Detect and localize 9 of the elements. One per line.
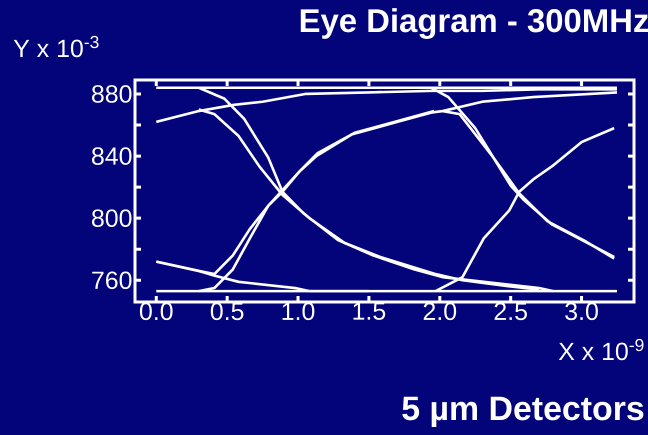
chart-title: Eye Diagram - 300MHz xyxy=(300,8,648,39)
x-axis-title: X x 10$^{-9}$ xyxy=(558,338,644,360)
y-tick-label: 760 xyxy=(92,271,132,290)
y-tick-label: 880 xyxy=(92,85,132,103)
y-tick-label: 840 xyxy=(92,147,132,165)
y-tick-label: 800 xyxy=(92,209,132,227)
y-axis-title: Y x 10$^{-3}$ xyxy=(14,36,99,58)
x-tick-label: 1.0 xyxy=(282,302,314,320)
text: 5 µm Detectors xyxy=(402,396,644,428)
